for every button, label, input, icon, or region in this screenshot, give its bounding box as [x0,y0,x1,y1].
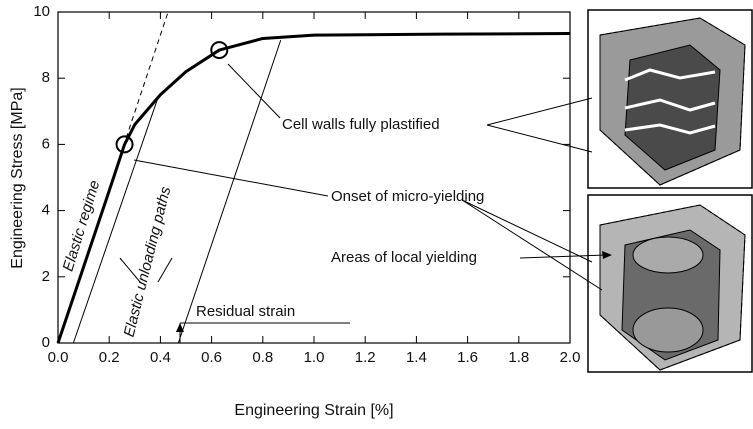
y-axis-label: Engineering Stress [MPa] [9,87,26,268]
yield-band [624,68,716,82]
leader-line [519,254,607,259]
arrow-head [176,323,184,332]
x-tick-label: 1.8 [508,349,529,366]
leader-line [133,159,329,197]
y-tick-label: 10 [33,3,50,20]
yield-band [624,98,716,112]
yield-band [624,123,716,135]
x-tick-label: 0.2 [99,349,120,366]
leader-line [119,257,141,283]
leader-line [486,97,593,126]
x-tick-label: 0.8 [252,349,273,366]
y-tick-label: 0 [42,334,50,351]
annotation: Elastic unloading paths [121,184,175,338]
leader-line [461,199,603,291]
y-tick-label: 2 [42,268,50,285]
y-tick-label: 4 [42,202,50,219]
arrow-head [602,251,612,259]
x-tick-label: 0.6 [201,349,222,366]
x-tick-label: 0.0 [48,349,69,366]
x-tick-label: 0.4 [150,349,171,366]
x-tick-label: 1.2 [355,349,376,366]
x-tick-label: 1.0 [304,349,325,366]
yield-area [632,236,704,274]
y-tick-label: 8 [42,69,50,86]
x-tick-label: 1.6 [457,349,478,366]
series-line [72,97,159,344]
panels [587,9,753,373]
series-line [57,11,169,344]
annotation: Onset of micro-yielding [331,188,484,205]
series-line [177,39,282,344]
cell-box [599,204,746,371]
annotation: Cell walls fully plastified [282,116,440,133]
leader-line [486,124,593,153]
marker [115,135,134,154]
annotation: Areas of local yielding [331,249,477,266]
annotation: Residual strain [196,303,295,320]
x-tick-label: 1.4 [406,349,427,366]
x-tick-label: 2.0 [560,349,581,366]
y-tick-label: 6 [42,135,50,152]
leader-line [157,257,173,283]
cell-box [599,17,746,186]
leader-line [227,63,281,119]
yield-area [632,307,704,353]
leader-line [461,199,593,263]
x-axis-label: Engineering Strain [%] [234,402,393,419]
marker [210,41,229,60]
